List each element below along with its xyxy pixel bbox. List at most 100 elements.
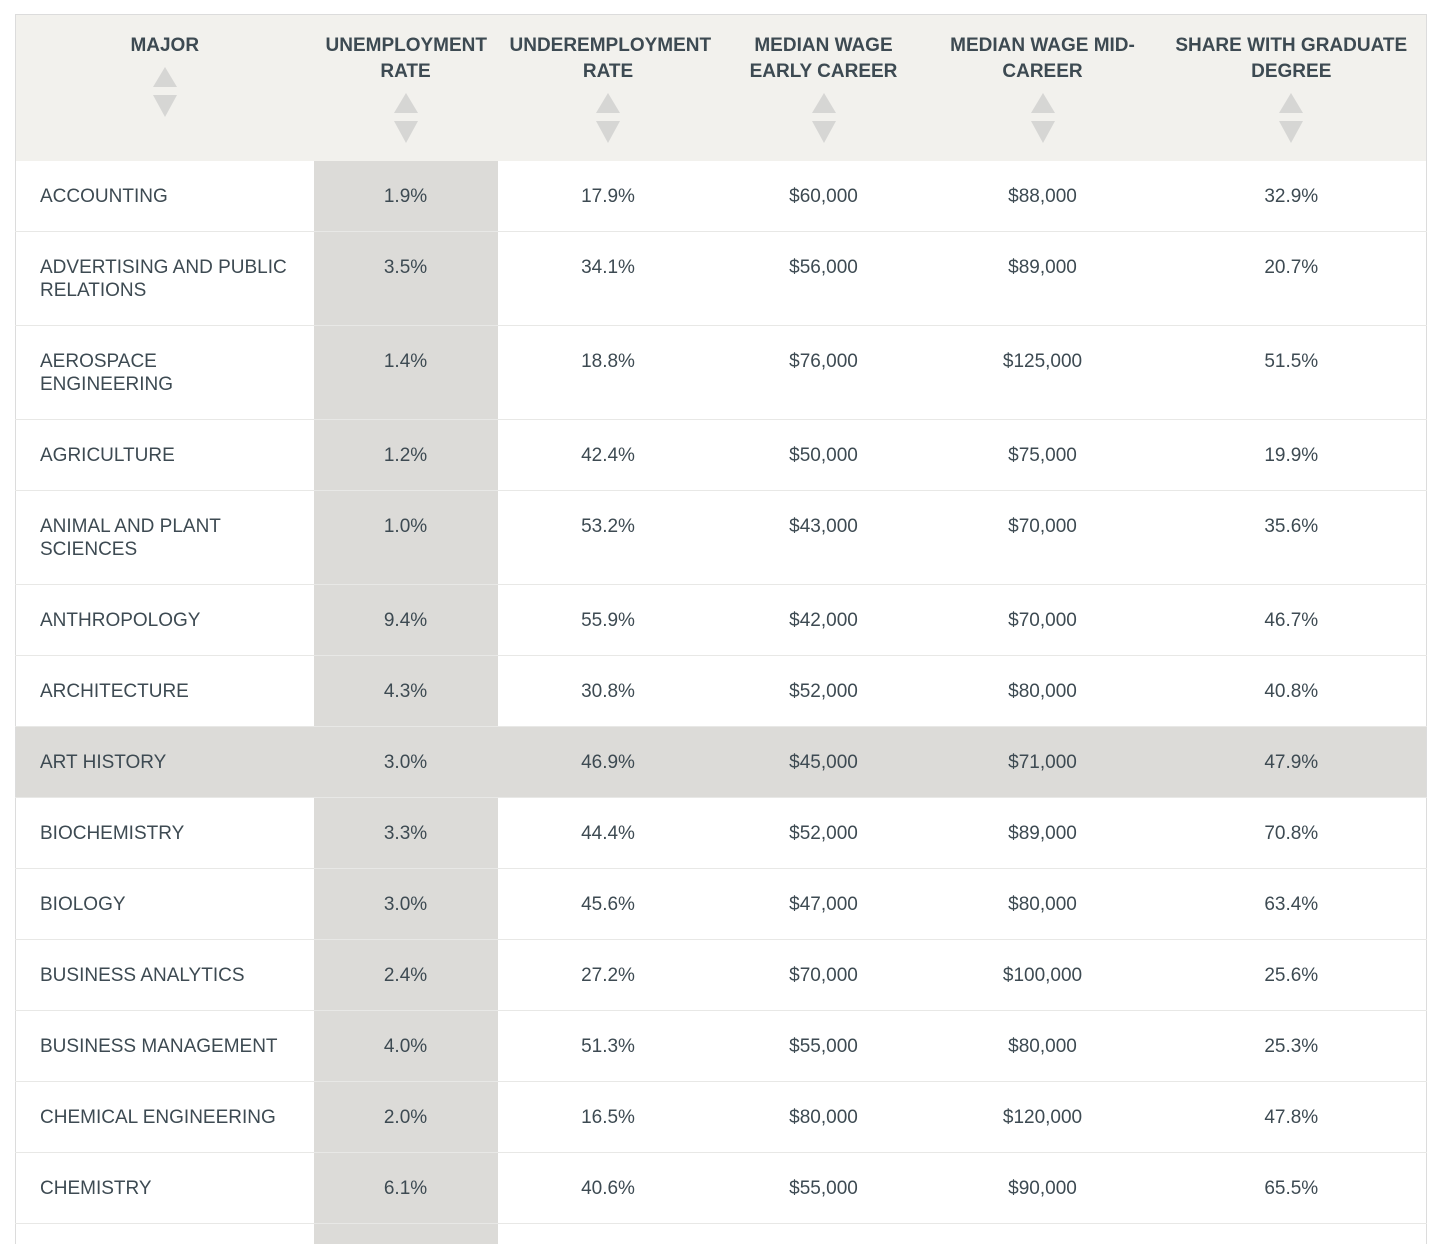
value-cell: 47.9%: [1156, 726, 1427, 798]
value-cell: $56,000: [718, 231, 929, 326]
sort-up[interactable]: [393, 93, 418, 113]
value-cell: $76,000: [718, 325, 929, 420]
value-cell: 4.0%: [313, 1010, 498, 1082]
sort-arrows[interactable]: [595, 91, 621, 145]
value-cell: $100,000: [928, 1223, 1157, 1244]
value-cell: 55.9%: [497, 584, 719, 656]
value-cell: 51.3%: [497, 1010, 719, 1082]
value-cell: 1.0%: [313, 490, 498, 585]
major-cell: ANIMAL AND PLANT SCIENCES: [15, 490, 314, 585]
sort-down[interactable]: [1030, 121, 1055, 143]
value-cell: 70.8%: [1156, 797, 1427, 869]
sort-arrows[interactable]: [811, 91, 837, 145]
value-cell: $90,000: [928, 1152, 1157, 1224]
value-cell: 16.5%: [497, 1081, 719, 1153]
major-cell: BUSINESS ANALYTICS: [15, 939, 314, 1011]
value-cell: 44.4%: [497, 797, 719, 869]
value-cell: 3.0%: [313, 726, 498, 798]
major-cell: ART HISTORY: [15, 726, 314, 798]
value-cell: 46.7%: [1156, 584, 1427, 656]
header-label: MEDIAN WAGE MID-CAREER: [950, 35, 1135, 82]
value-cell: $80,000: [928, 1010, 1157, 1082]
column-header[interactable]: MEDIAN WAGE EARLY CAREER: [718, 14, 929, 161]
column-header[interactable]: SHARE WITH GRADUATE DEGREE: [1156, 14, 1427, 161]
sort-arrows[interactable]: [393, 91, 419, 145]
value-cell: 40.6%: [497, 1152, 719, 1224]
table-row: CHEMICAL ENGINEERING 2.0% 16.5% $80,000 $120…: [15, 1081, 1427, 1153]
column-header[interactable]: UNDEREMPLOYMENT RATE: [497, 14, 719, 161]
value-cell: 40.8%: [1156, 655, 1427, 727]
value-cell: 1.9%: [313, 161, 498, 232]
sort-down[interactable]: [1279, 121, 1304, 143]
table-row: BIOCHEMISTRY 3.3% 44.4% $52,000 $89,000 70.8%: [15, 797, 1427, 869]
value-cell: $70,000: [928, 490, 1157, 585]
value-cell: 2.4%: [313, 939, 498, 1011]
value-cell: 39.9%: [1156, 1223, 1427, 1244]
value-cell: 17.9%: [497, 161, 719, 232]
value-cell: $52,000: [718, 655, 929, 727]
major-cell: CHEMICAL ENGINEERING: [15, 1081, 314, 1153]
major-cell: ARCHITECTURE: [15, 655, 314, 727]
value-cell: 32.9%: [1156, 161, 1427, 232]
value-cell: 4.3%: [313, 655, 498, 727]
value-cell: $70,000: [718, 939, 929, 1011]
value-cell: $75,000: [928, 419, 1157, 491]
value-cell: 65.5%: [1156, 1152, 1427, 1224]
table-row: ACCOUNTING 1.9% 17.9% $60,000 $88,000 32.9%: [15, 161, 1427, 232]
value-cell: 3.3%: [313, 797, 498, 869]
value-cell: $52,000: [718, 797, 929, 869]
value-cell: 20.7%: [1156, 231, 1427, 326]
sort-down[interactable]: [152, 95, 177, 117]
major-cell: ACCOUNTING: [15, 161, 314, 232]
value-cell: 34.1%: [497, 231, 719, 326]
table-row: ANIMAL AND PLANT SCIENCES 1.0% 53.2% $43,00…: [15, 490, 1427, 585]
value-cell: 6.1%: [313, 1152, 498, 1224]
value-cell: 1.2%: [313, 419, 498, 491]
sort-arrows[interactable]: [152, 65, 178, 119]
value-cell: $125,000: [928, 325, 1157, 420]
value-cell: 27.2%: [497, 939, 719, 1011]
sort-arrows[interactable]: [1278, 91, 1304, 145]
value-cell: 2.0%: [313, 1081, 498, 1153]
sort-up[interactable]: [596, 93, 620, 113]
major-cell: BIOLOGY: [15, 868, 314, 940]
header-label: SHARE WITH GRADUATE DEGREE: [1175, 35, 1408, 82]
value-cell: 1.0%: [313, 1223, 498, 1244]
value-cell: 63.4%: [1156, 868, 1427, 940]
sort-down[interactable]: [811, 121, 836, 143]
table-row: AGRICULTURE 1.2% 42.4% $50,000 $75,000 19.9%: [15, 419, 1427, 491]
major-cell: ANTHROPOLOGY: [15, 584, 314, 656]
major-cell: AEROSPACE ENGINEERING: [15, 325, 314, 420]
column-header[interactable]: UNEMPLOYMENT RATE: [313, 14, 498, 161]
sort-arrows[interactable]: [1030, 91, 1056, 145]
majors-table: MAJOR UNEMPLOYMENT RATE UNDEREMPLOYMENT RA…: [15, 14, 1427, 1244]
sort-up[interactable]: [152, 67, 177, 87]
header-label: UNDEREMPLOYMENT RATE: [509, 35, 712, 82]
table-row: BIOLOGY 3.0% 45.6% $47,000 $80,000 63.4%: [15, 868, 1427, 940]
value-cell: 47.8%: [1156, 1081, 1427, 1153]
value-cell: $45,000: [718, 726, 929, 798]
value-cell: $42,000: [718, 584, 929, 656]
sort-down[interactable]: [393, 121, 418, 143]
value-cell: 20.2%: [497, 1223, 719, 1244]
major-cell: BUSINESS MANAGEMENT: [15, 1010, 314, 1082]
sort-up[interactable]: [1279, 93, 1304, 113]
value-cell: $47,000: [718, 868, 929, 940]
value-cell: $55,000: [718, 1010, 929, 1082]
table-row: CHEMISTRY 6.1% 40.6% $55,000 $90,000 65.5%: [15, 1152, 1427, 1224]
major-cell: ADVERTISING AND PUBLIC RELATIONS: [15, 231, 314, 326]
table-row: ADVERTISING AND PUBLIC RELATIONS 3.5% 34.1…: [15, 231, 1427, 326]
table-body: ACCOUNTING 1.9% 17.9% $60,000 $88,000 32.9% AD…: [15, 161, 1427, 1244]
column-header[interactable]: MEDIAN WAGE MID-CAREER: [928, 14, 1157, 161]
header-label: MEDIAN WAGE EARLY CAREER: [749, 35, 898, 82]
value-cell: $50,000: [718, 419, 929, 491]
value-cell: 35.6%: [1156, 490, 1427, 585]
sort-up[interactable]: [1030, 93, 1055, 113]
table-row: AEROSPACE ENGINEERING 1.4% 18.8% $76,000 $12…: [15, 325, 1427, 420]
sort-down[interactable]: [596, 121, 620, 143]
table-row: CIVIL ENGINEERING1.0%20.2%$71,000$100,00…: [15, 1223, 1427, 1244]
column-header[interactable]: MAJOR: [15, 14, 314, 161]
value-cell: $80,000: [928, 655, 1157, 727]
sort-up[interactable]: [811, 93, 836, 113]
